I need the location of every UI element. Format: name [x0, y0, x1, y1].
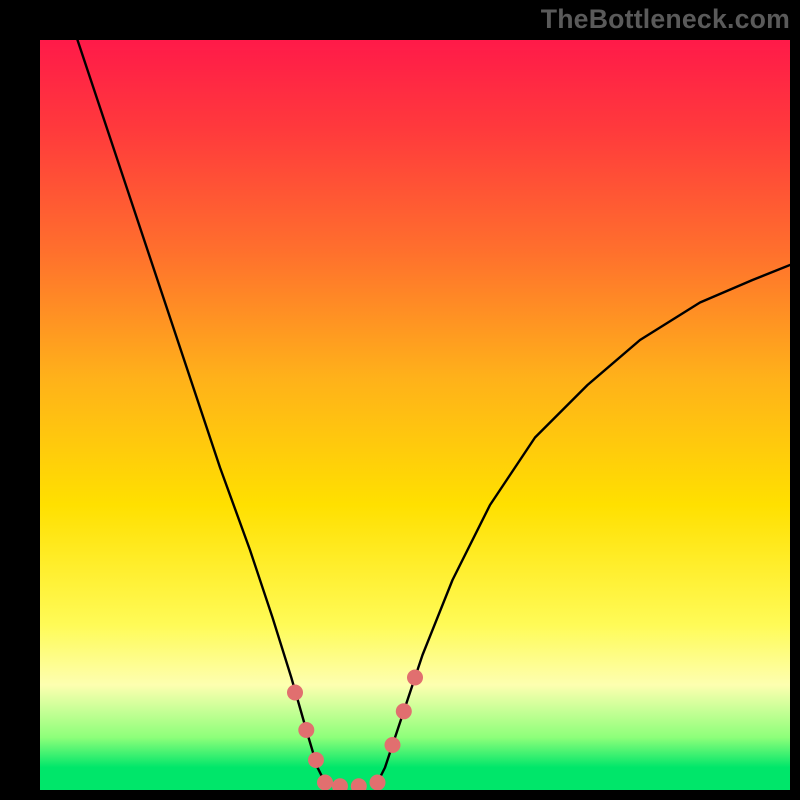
chart-container: TheBottleneck.com — [0, 0, 800, 800]
watermark-text: TheBottleneck.com — [541, 4, 790, 35]
bottleneck-chart — [0, 0, 800, 800]
